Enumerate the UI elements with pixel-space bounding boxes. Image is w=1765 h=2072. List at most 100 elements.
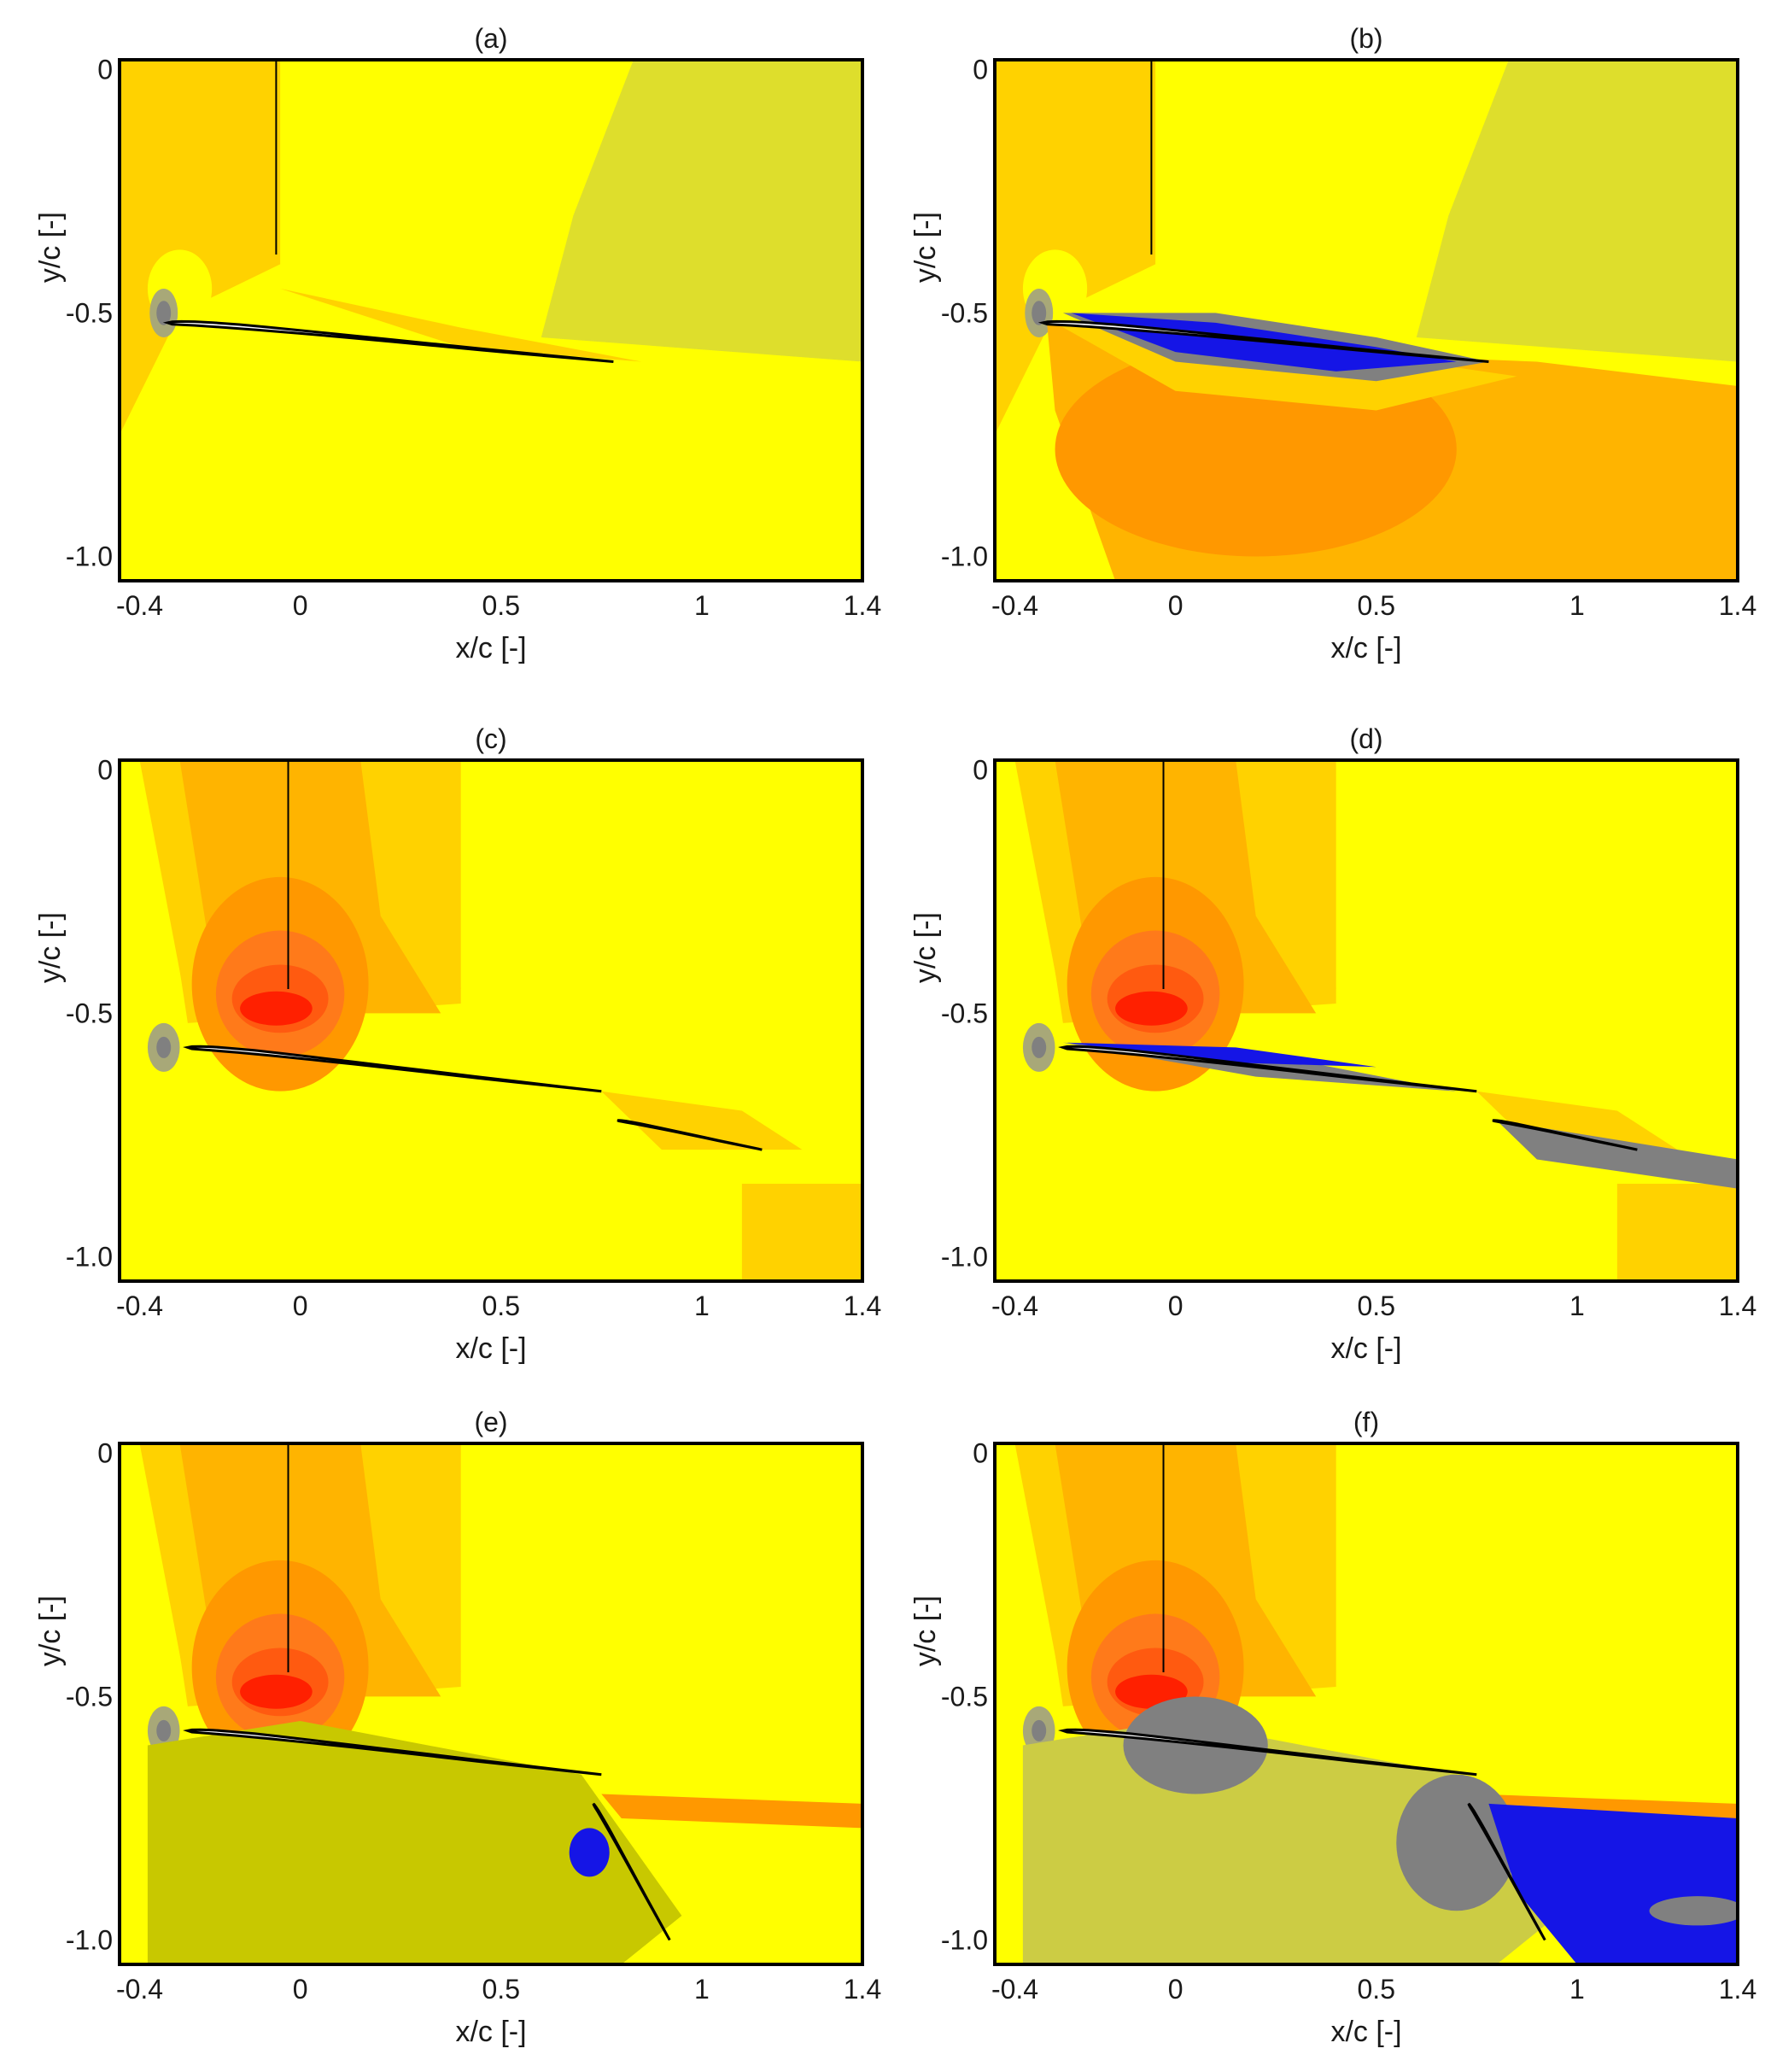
- x-axis-label: x/c [-]: [455, 632, 526, 664]
- x-tick-label: 1.4: [1719, 1291, 1756, 1321]
- x-tick-label: 1: [694, 1974, 710, 2005]
- x-tick-label: -0.4: [116, 1291, 163, 1321]
- main-airfoil: [183, 1045, 602, 1093]
- contour-region: [1496, 1120, 1738, 1189]
- contour-region: [741, 1184, 862, 1281]
- contour-region: [1649, 1896, 1738, 1926]
- y-axis-label: y/c [-]: [34, 1595, 67, 1666]
- contour-region: [569, 1828, 610, 1877]
- contour-field: [995, 60, 1738, 581]
- x-tick-label: -0.4: [991, 590, 1038, 621]
- panel-label: (c): [475, 723, 506, 754]
- contour-region: [147, 1721, 682, 1964]
- x-tick-label: 1: [1569, 1974, 1585, 2005]
- panel-a: (a) -0.4 0 0.5 1 1.4 0 -0.5 -1.0 x/c [-] y/c [-]: [34, 17, 888, 683]
- contour-region: [1067, 1042, 1376, 1068]
- contour-field: [120, 60, 862, 581]
- x-tick-label: 0: [1168, 590, 1183, 621]
- contour-field: [995, 1443, 1738, 1964]
- y-tick-label: -0.5: [941, 998, 988, 1028]
- panel-c: (c) -0.4 0 0.5 1 1.4 0 -0.5 -1.0 x/c [-] y/c [-]: [34, 717, 888, 1384]
- plot-frame: [118, 1442, 864, 1966]
- contour-field: [120, 1443, 862, 1964]
- x-tick-label: 0.5: [482, 590, 520, 621]
- chart-c: (c) -0.4 0 0.5 1 1.4 0 -0.5 -1.0 x/c [-] y/c [-]: [34, 723, 881, 1365]
- main-airfoil: [1058, 1728, 1477, 1776]
- contour-region: [1115, 991, 1188, 1026]
- x-tick-label: 0.5: [482, 1974, 520, 2005]
- x-tick-label: 1.4: [1719, 590, 1756, 621]
- y-tick-label: -0.5: [941, 297, 988, 328]
- y-tick-label: 0: [973, 54, 988, 85]
- contour-region: [156, 301, 172, 325]
- x-axis-label: x/c [-]: [1330, 2016, 1401, 2048]
- contour-region: [240, 1674, 313, 1709]
- y-tick-label: 0: [97, 1437, 113, 1468]
- contour-region: [240, 991, 313, 1026]
- panel-label: (a): [474, 23, 507, 54]
- x-tick-label: -0.4: [991, 1974, 1038, 2005]
- main-airfoil: [1058, 1045, 1477, 1093]
- x-tick-label: 0: [293, 590, 308, 621]
- y-tick-label: -0.5: [66, 1681, 113, 1712]
- contour-region: [541, 60, 862, 362]
- panel-d: (d) -0.4 0 0.5 1 1.4 0 -0.5 -1.0 x/c [-] y/c [-]: [909, 717, 1763, 1384]
- plot-frame: [993, 58, 1739, 582]
- contour-field: [995, 760, 1738, 1281]
- panel-label: (d): [1349, 723, 1382, 754]
- x-tick-label: 1.4: [844, 1974, 881, 2005]
- x-tick-label: 0: [1168, 1974, 1183, 2005]
- x-axis-label: x/c [-]: [455, 2016, 526, 2048]
- x-tick-label: 0.5: [1358, 1974, 1395, 2005]
- x-axis-label: x/c [-]: [1330, 1332, 1401, 1365]
- panel-label: (e): [474, 1407, 507, 1437]
- contour-region: [1032, 301, 1047, 325]
- x-tick-label: 0.5: [482, 1291, 520, 1321]
- y-tick-label: -1.0: [66, 1241, 113, 1272]
- x-axis-label: x/c [-]: [455, 1332, 526, 1365]
- chart-d: (d) -0.4 0 0.5 1 1.4 0 -0.5 -1.0 x/c [-] y/c [-]: [909, 723, 1756, 1365]
- x-tick-label: -0.4: [116, 1974, 163, 2005]
- y-tick-label: -1.0: [941, 1241, 988, 1272]
- main-airfoil: [162, 319, 614, 363]
- plot-frame: [118, 758, 864, 1283]
- x-tick-label: 1: [1569, 1291, 1585, 1321]
- y-tick-label: 0: [97, 754, 113, 785]
- y-tick-label: -1.0: [941, 1924, 988, 1955]
- x-tick-label: -0.4: [116, 590, 163, 621]
- panel-e: (e) -0.4 0 0.5 1 1.4 0 -0.5 -1.0 x/c [-] y/c [-]: [34, 1401, 888, 2067]
- x-tick-label: 0.5: [1358, 1291, 1395, 1321]
- x-tick-label: 1.4: [1719, 1974, 1756, 2005]
- flap-airfoil: [592, 1802, 671, 1941]
- x-axis-label: x/c [-]: [1330, 632, 1401, 664]
- contour-region: [995, 60, 1156, 435]
- y-tick-label: -0.5: [941, 1681, 988, 1712]
- plot-frame: [993, 758, 1739, 1283]
- plot-frame: [118, 58, 864, 582]
- x-tick-label: 1.4: [844, 590, 881, 621]
- panel-label: (f): [1353, 1407, 1379, 1437]
- contour-region: [156, 1036, 172, 1058]
- x-tick-label: 0.5: [1358, 590, 1395, 621]
- panel-label: (b): [1349, 23, 1382, 54]
- panel-b: (b) -0.4 0 0.5 1 1.4 0 -0.5 -1.0 x/c [-] y/c [-]: [909, 17, 1763, 683]
- chart-f: (f) -0.4 0 0.5 1 1.4 0 -0.5 -1.0 x/c [-] y/c [-]: [909, 1407, 1756, 2048]
- x-tick-label: 1: [694, 1291, 710, 1321]
- contour-region: [1616, 1184, 1738, 1281]
- contour-region: [1488, 1803, 1738, 1964]
- main-airfoil: [1037, 319, 1489, 363]
- y-axis-label: y/c [-]: [909, 212, 942, 283]
- y-axis-label: y/c [-]: [34, 212, 67, 283]
- plot-frame: [993, 1442, 1739, 1966]
- y-tick-label: 0: [97, 54, 113, 85]
- y-axis-label: y/c [-]: [909, 912, 942, 983]
- contour-region: [156, 1719, 172, 1741]
- panel-f: (f) -0.4 0 0.5 1 1.4 0 -0.5 -1.0 x/c [-] y/c [-]: [909, 1401, 1763, 2067]
- chart-e: (e) -0.4 0 0.5 1 1.4 0 -0.5 -1.0 x/c [-] y/c [-]: [34, 1407, 881, 2048]
- x-tick-label: 1.4: [844, 1291, 881, 1321]
- contour-region: [601, 1091, 803, 1150]
- contour-region: [120, 60, 281, 435]
- x-tick-label: 1: [1569, 590, 1585, 621]
- contour-region: [1032, 1036, 1047, 1058]
- y-tick-label: -1.0: [941, 541, 988, 571]
